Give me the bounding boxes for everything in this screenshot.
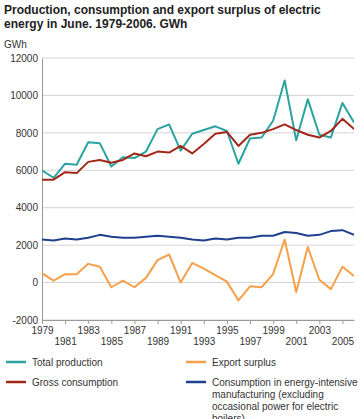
x-tick-label: 1981 xyxy=(54,336,77,347)
x-tick-mark xyxy=(88,320,89,324)
y-tick: 8000 xyxy=(16,128,42,139)
y-tick-label: 8000 xyxy=(16,128,39,139)
y-axis: -2000 0 2000 4000 6000 8000 10000 12000 xyxy=(10,53,42,326)
grid-line xyxy=(42,282,354,283)
legend-label: Total production xyxy=(32,357,103,368)
x-tick-mark xyxy=(296,320,297,324)
x-tick-mark xyxy=(342,320,343,324)
series-line xyxy=(42,119,354,180)
y-tick-label: 12000 xyxy=(10,53,38,64)
grid-line xyxy=(42,95,354,96)
legend-label: Export surplus xyxy=(212,357,276,368)
y-tick-label: 0 xyxy=(32,277,38,288)
text-line: Consumption in energy-intensive xyxy=(212,377,358,388)
text-line: Production, consumption and export surpl… xyxy=(4,3,321,17)
y-tick-label: 4000 xyxy=(16,202,39,213)
series-line xyxy=(42,240,354,301)
text-line: Total production xyxy=(32,357,103,368)
y-tick: 6000 xyxy=(16,165,42,176)
x-tick-label: 2003 xyxy=(309,325,332,336)
x-tick-label: 1985 xyxy=(101,336,124,347)
x-tick: 1997 xyxy=(239,320,262,347)
x-tick-label: 1991 xyxy=(170,325,193,336)
y-tick: 12000 xyxy=(10,53,42,64)
legend-swatch xyxy=(6,381,26,384)
series-line xyxy=(42,80,354,177)
x-tick-label: 1979 xyxy=(31,325,54,336)
text-line: Export surplus xyxy=(212,357,276,368)
legend-swatch xyxy=(6,361,26,364)
x-tick-label: 2001 xyxy=(286,336,309,347)
y-tick: 2000 xyxy=(16,240,42,251)
x-tick-mark xyxy=(227,320,228,324)
x-tick: 2005 xyxy=(332,320,355,347)
x-tick: 1987 xyxy=(124,320,147,336)
x-tick: 2001 xyxy=(286,320,309,347)
x-tick-label: 1997 xyxy=(239,336,262,347)
legend-label: Gross consumption xyxy=(32,377,118,388)
grid-line xyxy=(42,58,354,59)
title: Production, consumption and export surpl… xyxy=(4,3,321,31)
x-tick-mark xyxy=(319,320,320,324)
text-line: energy in June. 1979-2006. GWh xyxy=(4,17,187,31)
x-tick-mark xyxy=(204,320,205,324)
lines xyxy=(42,80,354,300)
text-line: occasional power for electric xyxy=(212,401,338,412)
x-axis-line xyxy=(43,320,355,321)
x-tick-mark xyxy=(250,320,251,324)
x-tick: 1985 xyxy=(101,320,124,347)
y-tick-label: 2000 xyxy=(16,240,39,251)
x-tick-mark xyxy=(181,320,182,324)
grid-line xyxy=(42,170,354,171)
y-axis-line xyxy=(42,59,43,321)
grid-line xyxy=(42,207,354,208)
y-label: GWh xyxy=(4,39,27,50)
x-tick-mark xyxy=(42,320,43,324)
legend-label: Consumption in energy-intensivemanufactu… xyxy=(212,377,358,419)
x-tick-label: 1987 xyxy=(124,325,147,336)
legend: Total production Export surplus Gross cons… xyxy=(6,357,358,419)
x-tick: 1981 xyxy=(54,320,77,347)
legend-swatch xyxy=(186,361,206,364)
text-line: Gross consumption xyxy=(32,377,118,388)
x-tick-label: 1983 xyxy=(78,325,101,336)
x-tick-mark xyxy=(273,320,274,324)
x-tick-mark xyxy=(65,320,66,324)
y-tick: -2000 xyxy=(12,315,42,326)
legend-swatch xyxy=(186,381,206,384)
x-tick-label: 1993 xyxy=(193,336,216,347)
y-tick-label: 10000 xyxy=(10,90,38,101)
x-axis: 1979198119831985198719891991199319951997… xyxy=(31,320,354,347)
x-tick-label: 1995 xyxy=(216,325,239,336)
x-tick: 2003 xyxy=(309,320,332,336)
text-line: manufacturing (excluding xyxy=(212,389,324,400)
x-tick-label: 2005 xyxy=(332,336,355,347)
x-tick: 1979 xyxy=(31,320,54,336)
y-tick-label: -2000 xyxy=(12,315,38,326)
grid-line xyxy=(42,245,354,246)
y-tick: 4000 xyxy=(16,202,42,213)
x-tick: 1991 xyxy=(170,320,193,336)
grid xyxy=(42,58,354,320)
x-tick-mark xyxy=(158,320,159,324)
y-tick-label: 6000 xyxy=(16,165,39,176)
x-tick: 1999 xyxy=(262,320,285,336)
x-tick-label: 1989 xyxy=(147,336,170,347)
x-tick: 1993 xyxy=(193,320,216,347)
series-line xyxy=(42,230,354,240)
x-tick: 1989 xyxy=(147,320,170,347)
y-tick: 0 xyxy=(32,277,42,288)
x-tick: 1995 xyxy=(216,320,239,336)
x-tick: 1983 xyxy=(78,320,101,336)
x-tick-label: 1999 xyxy=(262,325,285,336)
chart: Production, consumption and export surpl… xyxy=(0,0,364,419)
y-tick: 10000 xyxy=(10,90,42,101)
x-tick-mark xyxy=(111,320,112,324)
x-tick-mark xyxy=(134,320,135,324)
text-line: boilers) xyxy=(212,413,245,419)
